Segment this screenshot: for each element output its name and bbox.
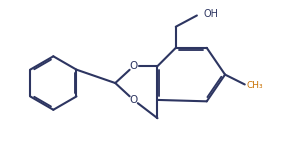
Text: O: O: [130, 95, 138, 105]
Text: O: O: [130, 61, 138, 71]
Text: OH: OH: [203, 9, 218, 19]
Text: CH₃: CH₃: [247, 81, 264, 90]
